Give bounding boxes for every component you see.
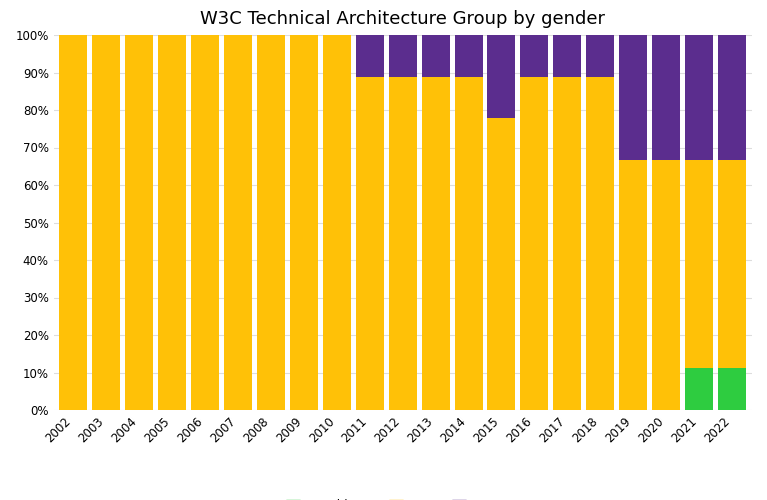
Bar bbox=[586, 35, 614, 76]
Bar bbox=[685, 160, 713, 368]
Bar bbox=[356, 76, 384, 410]
Bar bbox=[290, 35, 318, 410]
Bar bbox=[553, 76, 581, 410]
Bar bbox=[191, 35, 219, 410]
Bar bbox=[619, 160, 647, 410]
Bar bbox=[685, 368, 713, 410]
Bar bbox=[389, 35, 416, 76]
Bar bbox=[60, 35, 87, 410]
Title: W3C Technical Architecture Group by gender: W3C Technical Architecture Group by gend… bbox=[200, 10, 605, 28]
Bar bbox=[586, 76, 614, 410]
Bar bbox=[652, 35, 680, 160]
Bar bbox=[455, 76, 482, 410]
Bar bbox=[422, 35, 449, 76]
Bar bbox=[652, 160, 680, 410]
Legend: Non-binary, Men, Women: Non-binary, Men, Women bbox=[281, 494, 524, 500]
Bar bbox=[389, 76, 416, 410]
Bar bbox=[553, 35, 581, 76]
Bar bbox=[488, 35, 515, 118]
Bar bbox=[323, 35, 351, 410]
Bar bbox=[718, 35, 746, 160]
Bar bbox=[422, 76, 449, 410]
Bar bbox=[455, 35, 482, 76]
Bar bbox=[92, 35, 120, 410]
Bar bbox=[718, 160, 746, 368]
Bar bbox=[520, 35, 548, 76]
Bar bbox=[356, 35, 384, 76]
Bar bbox=[619, 35, 647, 160]
Bar bbox=[125, 35, 153, 410]
Bar bbox=[685, 35, 713, 160]
Bar bbox=[520, 76, 548, 410]
Bar bbox=[718, 368, 746, 410]
Bar bbox=[158, 35, 186, 410]
Bar bbox=[488, 118, 515, 410]
Bar bbox=[257, 35, 285, 410]
Bar bbox=[224, 35, 252, 410]
